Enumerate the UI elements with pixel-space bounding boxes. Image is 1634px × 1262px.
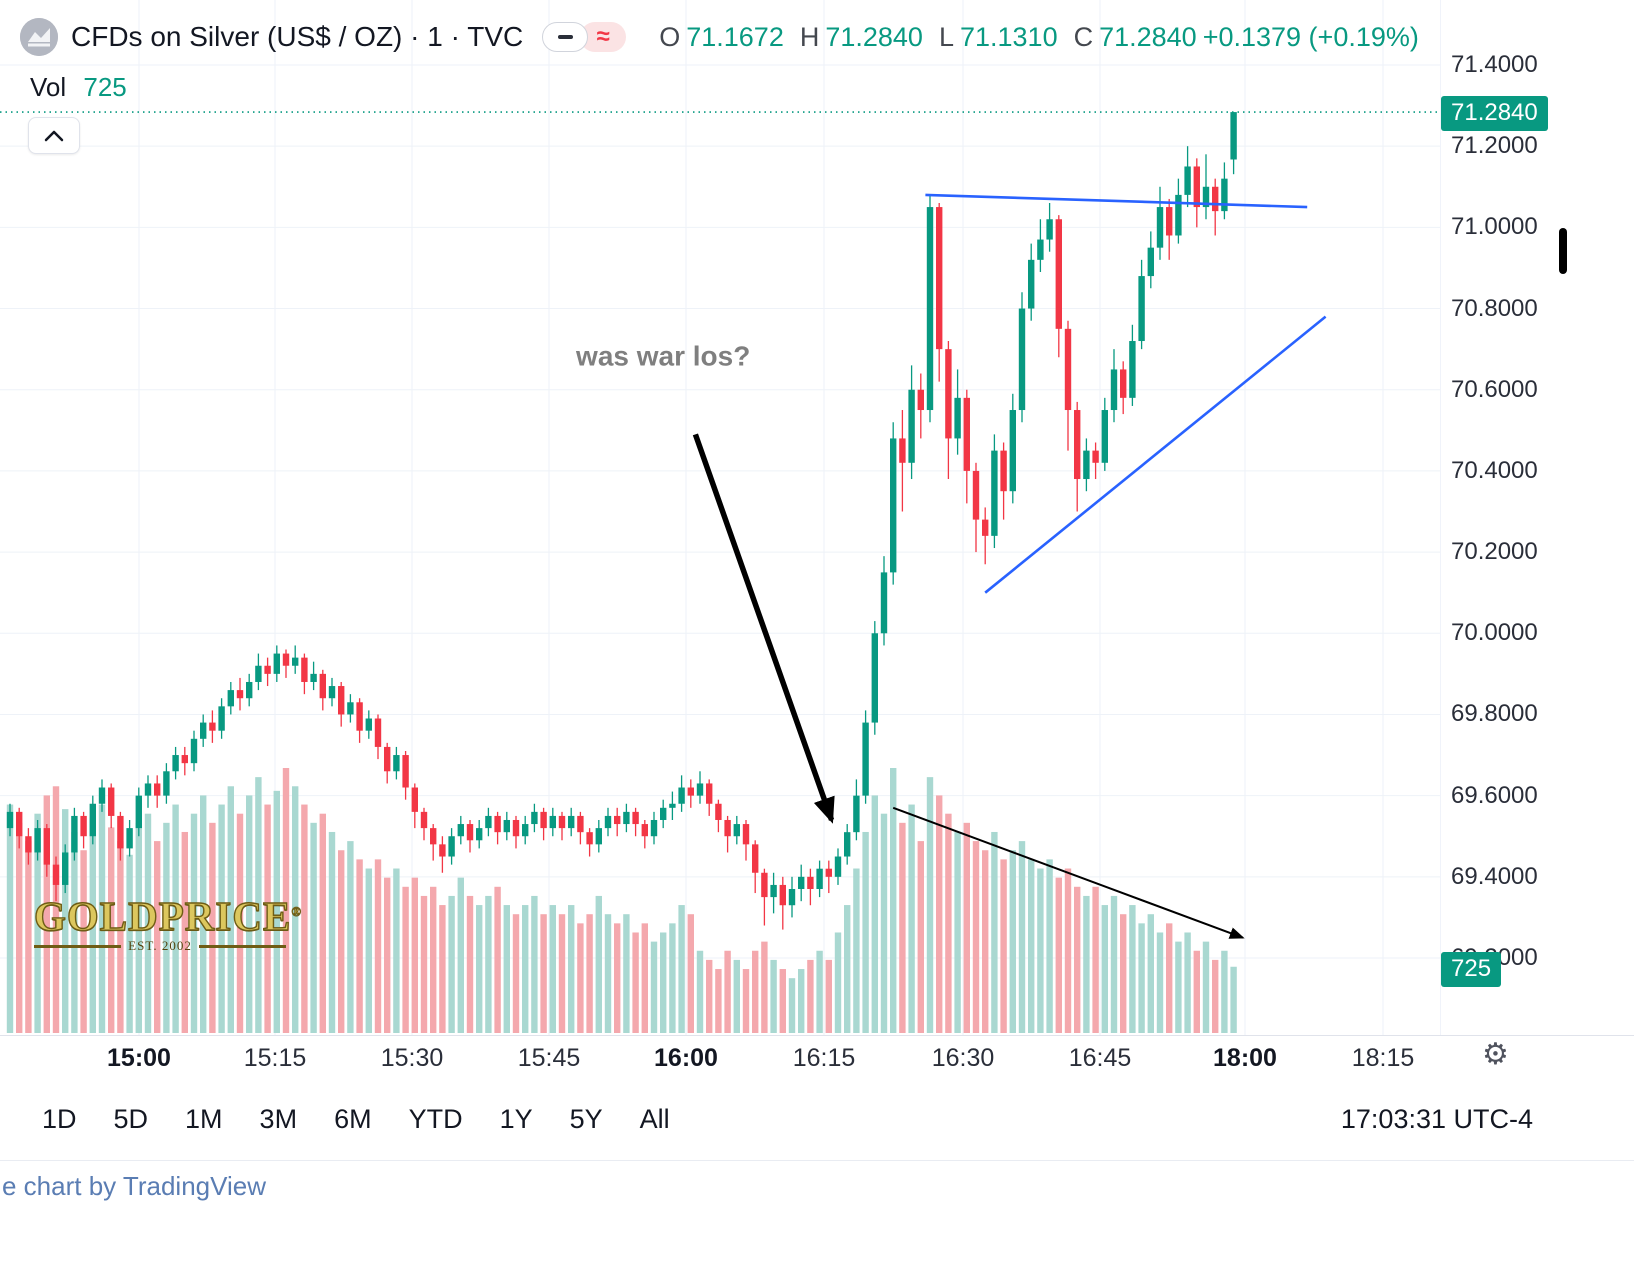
trendline[interactable] bbox=[925, 193, 1308, 209]
range-6m-button[interactable]: 6M bbox=[332, 1100, 374, 1139]
volume-series bbox=[6, 768, 1237, 1033]
ohlc-values: O 71.1672 H 71.2840 L 71.1310 C 71.2840 +0.1… bbox=[649, 22, 1419, 53]
range-1y-button[interactable]: 1Y bbox=[498, 1100, 535, 1139]
price-tick-label: 70.2000 bbox=[1451, 538, 1538, 566]
trendline[interactable] bbox=[984, 315, 1327, 594]
tradingview-attribution-link[interactable]: e chart by TradingView bbox=[2, 1171, 266, 1201]
price-tick-label: 70.6000 bbox=[1451, 375, 1538, 403]
time-tick-label: 15:45 bbox=[517, 1044, 581, 1072]
instrument-logo-icon bbox=[20, 18, 58, 56]
time-scale[interactable]: 15:00 15:15 15:30 15:45 16:00 16:15 16:30 16:45… bbox=[0, 1035, 1634, 1077]
open-value: 71.1672 bbox=[686, 21, 784, 52]
range-3m-button[interactable]: 3M bbox=[258, 1100, 300, 1139]
grid bbox=[0, 0, 1440, 1035]
goldprice-watermark: GOLDPRICE® EST. 2002 bbox=[33, 893, 303, 954]
candlestick-series bbox=[6, 112, 1237, 930]
footer-strip: e chart by TradingView bbox=[0, 1160, 1634, 1262]
dash-pill-button[interactable] bbox=[542, 22, 589, 52]
candlestick-chart[interactable]: was war los? bbox=[0, 0, 1440, 1035]
watermark-rule-left bbox=[34, 944, 122, 948]
price-scale[interactable]: 71.4000 71.2000 71.0000 70.8000 70.6000 70.40… bbox=[1440, 0, 1634, 1035]
approx-icon: ≈ bbox=[596, 23, 610, 50]
range-1m-button[interactable]: 1M bbox=[183, 1100, 225, 1139]
price-tick-label: 70.4000 bbox=[1451, 456, 1538, 484]
current-volume-badge: 725 bbox=[1441, 951, 1502, 987]
time-tick-label: 15:00 bbox=[107, 1044, 171, 1072]
symbol-title: CFDs on Silver (US$ / OZ) · 1 · TVC bbox=[71, 21, 524, 52]
chevron-up-icon bbox=[44, 130, 64, 141]
time-tick-label: 18:00 bbox=[1213, 1044, 1277, 1072]
range-ytd-button[interactable]: YTD bbox=[407, 1100, 465, 1139]
vol-value: 725 bbox=[83, 72, 127, 102]
high-value: 71.2840 bbox=[825, 21, 923, 52]
range-5d-button[interactable]: 5D bbox=[112, 1100, 151, 1139]
price-tick-label: 69.6000 bbox=[1451, 781, 1538, 809]
time-tick-label: 16:15 bbox=[792, 1044, 856, 1072]
range-switcher: 1D 5D 1M 3M 6M YTD 1Y 5Y All bbox=[0, 1100, 672, 1139]
price-tick-label: 69.4000 bbox=[1451, 862, 1538, 890]
range-all-button[interactable]: All bbox=[638, 1100, 672, 1139]
range-5y-button[interactable]: 5Y bbox=[568, 1100, 605, 1139]
clock-utc[interactable]: 17:03:31 UTC-4 bbox=[1340, 1103, 1533, 1134]
chart-pane[interactable]: was war los? GOLDPRICE® EST. 2002 bbox=[0, 0, 1440, 1035]
time-tick-label: 16:00 bbox=[654, 1044, 718, 1072]
watermark-established: EST. 2002 bbox=[34, 938, 286, 954]
bottom-toolbar: 1D 5D 1M 3M 6M YTD 1Y 5Y All 17:03:31 UT… bbox=[0, 1077, 1634, 1161]
price-tick-label: 69.8000 bbox=[1451, 700, 1538, 728]
close-label: C bbox=[1073, 21, 1094, 52]
price-tick-label: 71.2000 bbox=[1451, 132, 1538, 160]
time-tick-label: 15:30 bbox=[380, 1044, 444, 1072]
price-tick-label: 71.0000 bbox=[1451, 213, 1538, 241]
approx-pill-button[interactable]: ≈ bbox=[580, 22, 627, 52]
low-value: 71.1310 bbox=[959, 21, 1058, 52]
current-price-badge: 71.2840 bbox=[1441, 96, 1548, 132]
watermark-rule-right bbox=[198, 944, 286, 948]
watermark-est-label: EST. 2002 bbox=[128, 938, 192, 953]
dash-icon bbox=[557, 34, 573, 40]
time-tick-label: 16:45 bbox=[1068, 1044, 1132, 1072]
low-label: L bbox=[938, 21, 954, 52]
time-tick-label: 16:30 bbox=[931, 1044, 995, 1072]
change-value: +0.1379 (+0.19%) bbox=[1202, 21, 1419, 52]
big-arrow-annotation[interactable] bbox=[692, 433, 835, 824]
registered-mark: ® bbox=[291, 903, 303, 919]
price-tick-label: 70.8000 bbox=[1451, 294, 1538, 322]
watermark-brand: GOLDPRICE® bbox=[33, 893, 303, 939]
time-tick-label: 18:15 bbox=[1351, 1044, 1415, 1072]
chart-annotations[interactable]: was war los? bbox=[0, 111, 1440, 939]
range-1d-button[interactable]: 1D bbox=[40, 1100, 79, 1139]
close-value: 71.2840 bbox=[1099, 21, 1197, 52]
volume-legend: Vol 725 bbox=[30, 72, 127, 103]
high-label: H bbox=[799, 21, 820, 52]
price-tick-label: 70.0000 bbox=[1451, 619, 1538, 647]
settings-gear-icon[interactable]: ⚙ bbox=[1482, 1038, 1509, 1071]
text-annotation[interactable]: was war los? bbox=[575, 340, 750, 371]
open-label: O bbox=[659, 21, 681, 52]
legend-pills: ≈ bbox=[542, 22, 627, 52]
vol-label: Vol bbox=[30, 72, 67, 102]
collapse-legend-button[interactable] bbox=[28, 117, 80, 154]
time-tick-label: 15:15 bbox=[243, 1044, 307, 1072]
scrollbar-thumb[interactable] bbox=[1559, 228, 1567, 274]
price-tick-label: 71.4000 bbox=[1451, 51, 1538, 78]
volume-trend-arrow[interactable] bbox=[892, 806, 1245, 939]
